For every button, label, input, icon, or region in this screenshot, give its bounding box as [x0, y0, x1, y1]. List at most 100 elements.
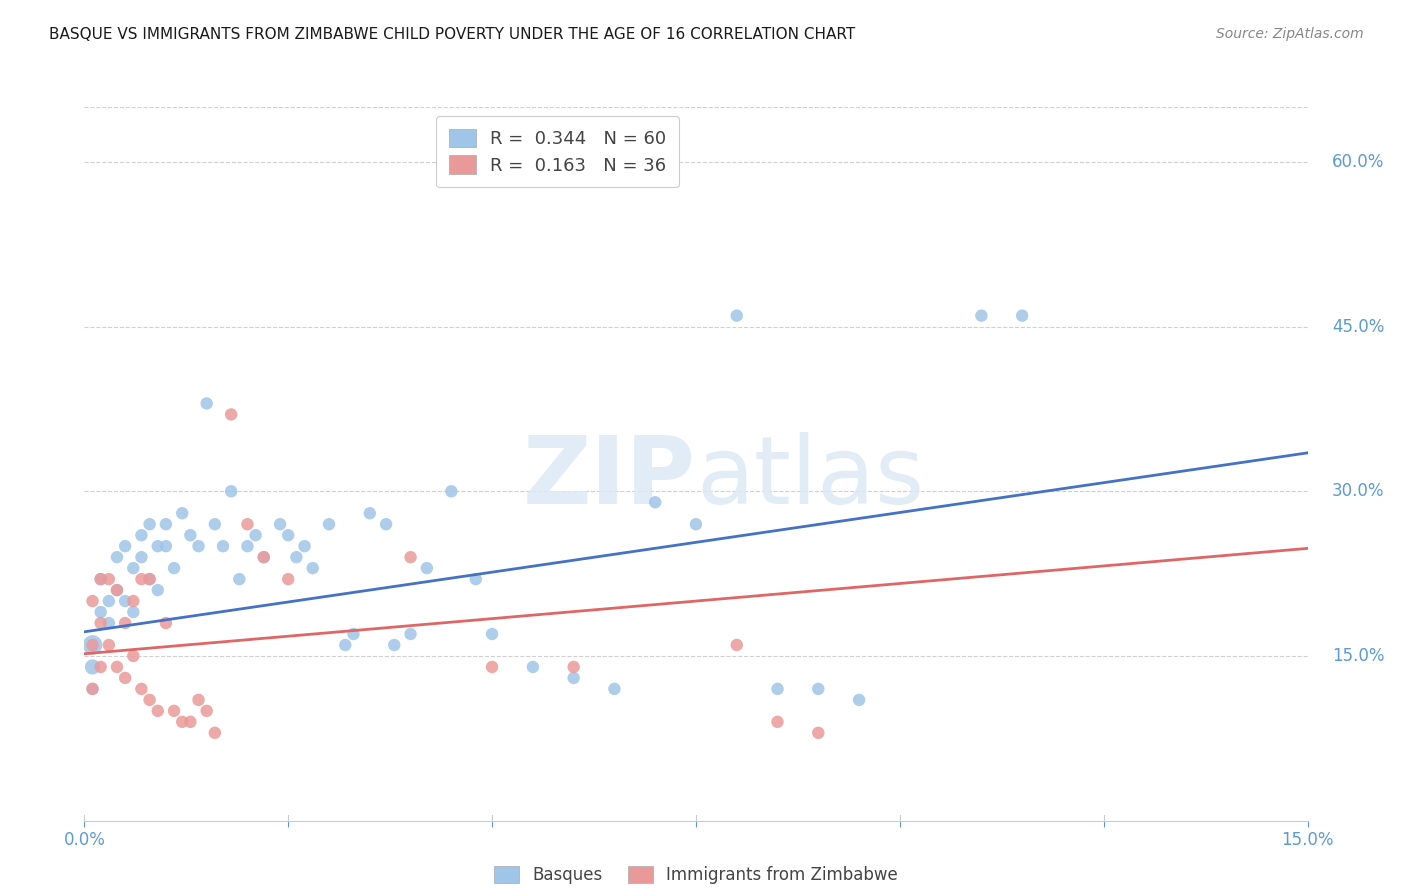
Point	[138, 517, 160, 532]
Point	[97, 572, 120, 586]
Point	[399, 627, 422, 641]
Point	[603, 681, 626, 696]
Point	[481, 627, 503, 641]
Point	[131, 528, 153, 542]
Point	[155, 615, 177, 630]
Point	[725, 309, 748, 323]
Point	[179, 714, 201, 729]
Text: ZIP: ZIP	[523, 432, 696, 524]
Point	[277, 528, 299, 542]
Point	[172, 714, 194, 729]
Point	[82, 638, 104, 652]
Point	[122, 594, 145, 608]
Point	[97, 638, 120, 652]
Point	[219, 408, 242, 422]
Point	[146, 539, 169, 553]
Point	[187, 539, 209, 553]
Point	[644, 495, 666, 509]
Point	[97, 594, 120, 608]
Point	[90, 615, 112, 630]
Point	[90, 572, 112, 586]
Point	[848, 693, 870, 707]
Text: BASQUE VS IMMIGRANTS FROM ZIMBABWE CHILD POVERTY UNDER THE AGE OF 16 CORRELATION: BASQUE VS IMMIGRANTS FROM ZIMBABWE CHILD…	[49, 27, 855, 42]
Point	[522, 660, 544, 674]
Point	[318, 517, 340, 532]
Point	[138, 572, 160, 586]
Point	[204, 726, 226, 740]
Point	[187, 693, 209, 707]
Point	[155, 539, 177, 553]
Point	[90, 660, 112, 674]
Point	[766, 714, 789, 729]
Point	[294, 539, 316, 553]
Point	[146, 704, 169, 718]
Point	[172, 506, 194, 520]
Point	[122, 605, 145, 619]
Point	[285, 550, 308, 565]
Point	[253, 550, 276, 565]
Point	[82, 638, 104, 652]
Point	[245, 528, 267, 542]
Point	[131, 572, 153, 586]
Point	[105, 583, 128, 598]
Point	[685, 517, 707, 532]
Point	[562, 660, 585, 674]
Point	[97, 615, 120, 630]
Point	[228, 572, 250, 586]
Point	[399, 550, 422, 565]
Point	[416, 561, 439, 575]
Point	[807, 681, 830, 696]
Point	[335, 638, 357, 652]
Text: 30.0%: 30.0%	[1331, 483, 1385, 500]
Point	[253, 550, 276, 565]
Point	[105, 583, 128, 598]
Point	[179, 528, 201, 542]
Point	[725, 638, 748, 652]
Point	[114, 615, 136, 630]
Point	[1011, 309, 1033, 323]
Point	[82, 681, 104, 696]
Point	[440, 484, 463, 499]
Point	[138, 572, 160, 586]
Point	[342, 627, 364, 641]
Point	[212, 539, 235, 553]
Point	[114, 594, 136, 608]
Point	[163, 704, 186, 718]
Point	[375, 517, 398, 532]
Point	[269, 517, 291, 532]
Point	[82, 594, 104, 608]
Point	[82, 660, 104, 674]
Point	[359, 506, 381, 520]
Point	[122, 648, 145, 663]
Point	[301, 561, 323, 575]
Point	[163, 561, 186, 575]
Point	[464, 572, 486, 586]
Point	[195, 704, 218, 718]
Text: 60.0%: 60.0%	[1331, 153, 1385, 171]
Legend: Basques, Immigrants from Zimbabwe: Basques, Immigrants from Zimbabwe	[488, 859, 904, 891]
Point	[970, 309, 993, 323]
Point	[219, 484, 242, 499]
Point	[90, 572, 112, 586]
Point	[105, 550, 128, 565]
Point	[277, 572, 299, 586]
Point	[204, 517, 226, 532]
Point	[114, 539, 136, 553]
Point	[236, 539, 259, 553]
Point	[807, 726, 830, 740]
Point	[146, 583, 169, 598]
Point	[236, 517, 259, 532]
Point	[766, 681, 789, 696]
Text: atlas: atlas	[696, 432, 924, 524]
Text: 15.0%: 15.0%	[1331, 647, 1385, 665]
Point	[481, 660, 503, 674]
Point	[562, 671, 585, 685]
Point	[138, 693, 160, 707]
Point	[114, 671, 136, 685]
Point	[382, 638, 405, 652]
Point	[122, 561, 145, 575]
Point	[90, 605, 112, 619]
Text: 45.0%: 45.0%	[1331, 318, 1385, 335]
Text: Source: ZipAtlas.com: Source: ZipAtlas.com	[1216, 27, 1364, 41]
Point	[131, 550, 153, 565]
